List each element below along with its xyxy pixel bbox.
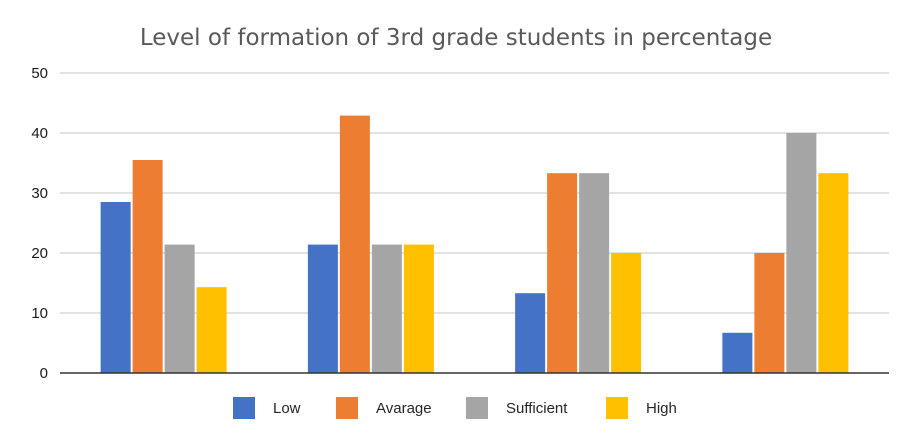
bar-avarage-2	[339, 115, 370, 373]
y-tick-label: 0	[40, 365, 48, 382]
bar-low-2	[307, 244, 338, 373]
y-tick-label: 30	[31, 185, 48, 202]
y-tick-label: 10	[31, 305, 48, 322]
legend-swatch-sufficient	[466, 397, 488, 419]
bar-low-3	[515, 293, 546, 373]
legend-label-low: Low	[273, 400, 301, 417]
legend-label-high: High	[646, 400, 677, 417]
chart-title: Level of formation of 3rd grade students…	[140, 25, 772, 51]
legend-swatch-avarage	[336, 397, 358, 419]
legend-label-avarage: Avarage	[376, 400, 432, 417]
y-tick-label: 40	[31, 125, 48, 142]
y-tick-label: 20	[31, 245, 48, 262]
bar-sufficient-3	[579, 173, 610, 373]
bar-sufficient-1	[164, 244, 195, 373]
gridlines	[60, 72, 889, 314]
bar-low-4	[722, 332, 753, 373]
legend-swatch-high	[606, 397, 628, 419]
legend-label-sufficient: Sufficient	[506, 400, 568, 417]
bars	[100, 115, 849, 373]
bar-avarage-3	[547, 173, 578, 373]
y-tick-label: 50	[31, 65, 48, 82]
bar-high-1	[196, 287, 227, 373]
bar-sufficient-4	[786, 133, 817, 373]
bar-high-2	[403, 244, 434, 373]
legend-swatch-low	[233, 397, 255, 419]
y-axis-ticks: 0 10 20 30 40 50	[31, 65, 48, 382]
bar-low-1	[100, 202, 131, 373]
bar-high-4	[818, 173, 849, 373]
bar-high-3	[611, 253, 642, 373]
bar-avarage-4	[754, 253, 785, 373]
bar-avarage-1	[132, 160, 163, 373]
bar-sufficient-2	[371, 244, 402, 373]
legend: Low Avarage Sufficient High	[233, 397, 677, 419]
